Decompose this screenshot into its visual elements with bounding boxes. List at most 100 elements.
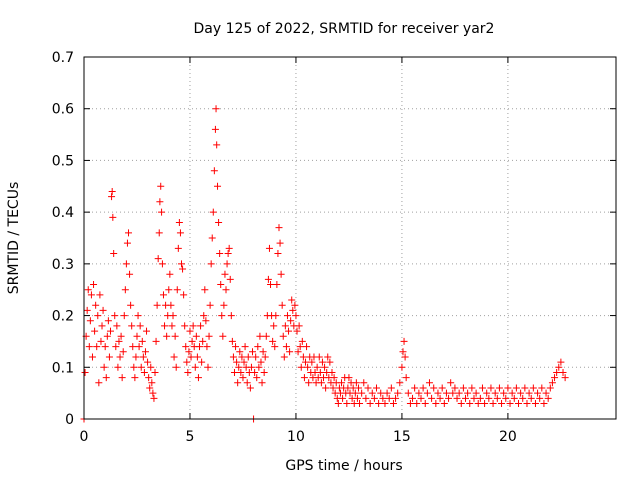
data-point	[275, 224, 283, 232]
data-point	[474, 399, 482, 407]
data-point	[396, 379, 404, 387]
data-point	[415, 389, 423, 397]
data-point	[222, 286, 230, 294]
data-point	[255, 363, 263, 371]
data-point	[489, 399, 497, 407]
data-point	[185, 348, 193, 356]
data-point	[322, 384, 330, 392]
data-point	[237, 368, 245, 376]
data-point	[285, 327, 293, 335]
data-point	[304, 363, 312, 371]
data-point	[116, 353, 124, 361]
data-point	[102, 374, 110, 382]
data-point	[451, 384, 459, 392]
data-point	[500, 389, 508, 397]
data-point	[99, 306, 107, 314]
data-point	[106, 327, 114, 335]
data-point	[122, 260, 130, 268]
data-point	[184, 368, 192, 376]
data-point	[519, 394, 527, 402]
data-point	[299, 353, 307, 361]
data-point	[260, 368, 268, 376]
data-point	[208, 234, 216, 242]
data-point	[504, 384, 512, 392]
data-point	[295, 322, 303, 330]
data-point	[212, 105, 220, 113]
data-point	[301, 358, 309, 366]
y-tick-label: 0	[65, 412, 74, 428]
data-point	[409, 394, 417, 402]
data-point	[358, 389, 366, 397]
data-point	[137, 363, 145, 371]
data-point	[241, 343, 249, 351]
data-point	[421, 399, 429, 407]
data-point	[271, 343, 279, 351]
data-point	[188, 337, 196, 345]
data-point	[542, 389, 550, 397]
data-point	[86, 317, 94, 325]
data-point	[423, 389, 431, 397]
data-point	[111, 312, 119, 320]
data-point	[175, 218, 183, 226]
data-point	[126, 270, 134, 278]
data-point	[214, 182, 222, 190]
data-point	[144, 358, 152, 366]
data-point	[466, 399, 474, 407]
data-point	[334, 399, 342, 407]
data-point	[139, 353, 147, 361]
data-point	[149, 389, 157, 397]
data-point	[83, 306, 91, 314]
data-point	[108, 193, 116, 201]
data-point	[197, 322, 205, 330]
data-point	[413, 399, 421, 407]
data-point	[229, 353, 237, 361]
data-point	[171, 332, 179, 340]
data-point	[240, 358, 248, 366]
data-point	[123, 239, 131, 247]
data-point	[136, 322, 144, 330]
data-point	[279, 332, 287, 340]
data-point	[286, 348, 294, 356]
data-point	[254, 343, 262, 351]
data-point	[508, 389, 516, 397]
data-point	[538, 384, 546, 392]
data-point	[377, 389, 385, 397]
data-point	[218, 312, 226, 320]
data-point	[217, 281, 225, 289]
data-point	[317, 379, 325, 387]
data-point	[154, 255, 162, 263]
y-tick-label: 0.4	[52, 205, 74, 221]
data-point	[219, 332, 227, 340]
data-point	[166, 270, 174, 278]
data-point	[109, 213, 117, 221]
data-point	[205, 332, 213, 340]
data-point	[121, 286, 129, 294]
data-point	[370, 394, 378, 402]
data-point	[215, 218, 223, 226]
data-point	[168, 322, 176, 330]
data-point	[100, 363, 108, 371]
data-point	[192, 332, 200, 340]
data-point	[276, 239, 284, 247]
data-point	[163, 332, 171, 340]
data-point	[330, 374, 338, 382]
data-point	[259, 348, 267, 356]
data-point	[292, 312, 300, 320]
data-point	[125, 229, 133, 237]
data-point	[352, 379, 360, 387]
data-point	[483, 389, 491, 397]
data-point	[280, 353, 288, 361]
data-point	[493, 394, 501, 402]
data-point	[476, 394, 484, 402]
data-point	[406, 399, 414, 407]
data-point	[216, 250, 224, 258]
data-point	[226, 275, 234, 283]
data-point	[462, 394, 470, 402]
data-point	[356, 399, 364, 407]
data-point	[167, 301, 175, 309]
data-point	[262, 332, 270, 340]
data-point	[232, 343, 240, 351]
data-point	[173, 286, 181, 294]
data-point	[118, 374, 126, 382]
